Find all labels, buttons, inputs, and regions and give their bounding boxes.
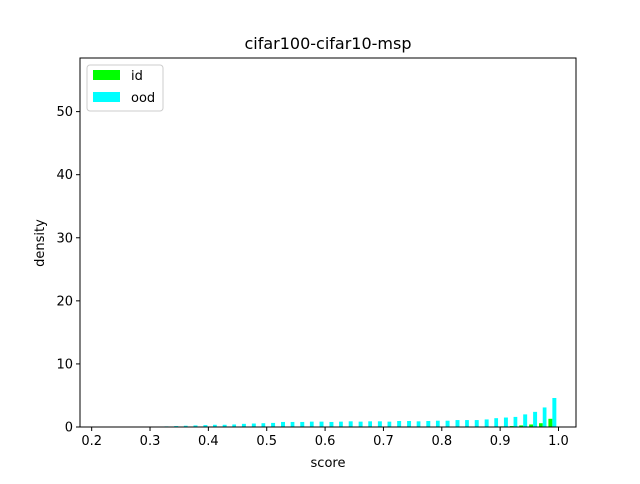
x-tick-label: 0.3 (140, 434, 161, 449)
bar-ood-21 (368, 421, 372, 427)
x-tick-label: 0.9 (490, 434, 511, 449)
y-tick-label: 30 (56, 231, 73, 246)
bar-ood-16 (320, 422, 324, 427)
legend-label-ood: ood (131, 91, 155, 106)
bar-id-40 (548, 419, 552, 427)
bar-ood-9 (252, 424, 256, 427)
bar-ood-25 (407, 421, 411, 427)
y-tick-label: 20 (56, 294, 73, 309)
y-tick-label: 50 (56, 105, 73, 120)
bar-ood-17 (329, 422, 333, 427)
bar-ood-24 (397, 421, 401, 427)
bar-ood-39 (543, 407, 547, 427)
bar-ood-13 (291, 422, 295, 427)
bar-ood-22 (378, 421, 382, 427)
y-axis-label: density (33, 219, 48, 267)
bar-ood-14 (300, 422, 304, 427)
bar-ood-40 (552, 398, 556, 427)
chart-title: cifar100-cifar10-msp (244, 34, 411, 53)
x-tick-label: 0.7 (373, 434, 394, 449)
bar-ood-28 (436, 421, 440, 427)
bar-ood-32 (475, 420, 479, 427)
bar-ood-10 (261, 423, 265, 427)
y-tick-label: 0 (65, 421, 73, 436)
y-tick-label: 40 (56, 168, 73, 183)
bar-ood-34 (494, 418, 498, 427)
bar-ood-23 (388, 422, 392, 427)
bar-ood-11 (271, 423, 275, 427)
legend-swatch-id (93, 70, 120, 80)
bar-ood-12 (281, 422, 285, 427)
bar-ood-31 (465, 420, 469, 427)
x-tick-label: 0.2 (81, 434, 102, 449)
bar-ood-36 (514, 417, 518, 427)
x-tick-label: 0.8 (431, 434, 452, 449)
legend-label-id: id (131, 69, 143, 84)
bar-ood-27 (426, 421, 430, 427)
y-tick-label: 10 (56, 357, 73, 372)
bar-ood-18 (339, 422, 343, 427)
bar-ood-15 (310, 422, 314, 427)
x-tick-label: 0.6 (315, 434, 336, 449)
bar-ood-33 (485, 419, 489, 427)
bar-ood-19 (349, 421, 353, 427)
bar-ood-38 (533, 412, 537, 427)
bar-ood-20 (359, 422, 363, 427)
bar-ood-35 (504, 418, 508, 427)
bar-ood-29 (446, 421, 450, 427)
x-axis-label: score (311, 456, 346, 471)
bar-ood-30 (456, 420, 460, 427)
bar-id-39 (539, 423, 543, 427)
x-tick-label: 1.0 (548, 434, 569, 449)
bar-ood-26 (417, 421, 421, 427)
legend: id ood (87, 65, 163, 111)
legend-swatch-ood (93, 92, 120, 102)
x-tick-label: 0.5 (256, 434, 277, 449)
x-tick-label: 0.4 (198, 434, 219, 449)
bar-ood-37 (523, 414, 527, 427)
